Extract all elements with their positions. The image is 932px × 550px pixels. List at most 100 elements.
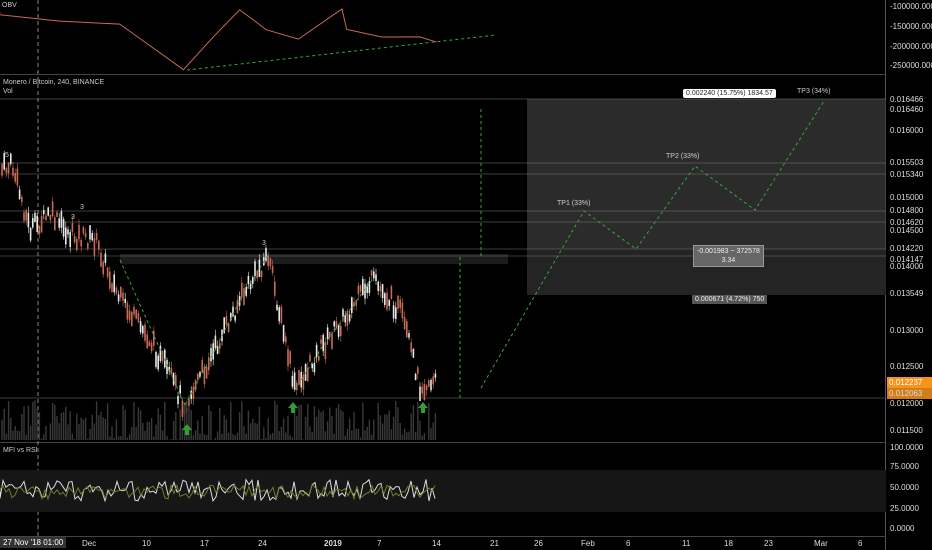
candle: [84, 232, 87, 238]
candle: [412, 348, 415, 358]
volume-bar: [12, 430, 14, 440]
volume-bar: [177, 439, 179, 440]
candle: [397, 295, 399, 309]
volume-bar: [373, 419, 375, 440]
volume-bar: [32, 401, 34, 440]
candle: [67, 229, 69, 235]
candle: [197, 373, 199, 381]
volume-bar: [256, 423, 258, 440]
candle: [331, 333, 333, 349]
mfi-label: MFI vs RSI: [3, 447, 38, 454]
candle: [137, 313, 140, 322]
volume-bar: [432, 422, 434, 440]
candle: [249, 283, 252, 290]
volume-bar: [412, 404, 415, 440]
volume-bar: [208, 405, 210, 440]
candle: [247, 275, 250, 285]
wave-path: [119, 259, 186, 406]
candle: [370, 270, 373, 276]
volume-bar: [285, 432, 287, 440]
volume-bar: [249, 423, 252, 440]
candle: [368, 281, 371, 294]
target-box[interactable]: 0.002240 (15.75%) 1834.57: [683, 89, 776, 98]
wave-label: 5: [5, 152, 9, 159]
candle: [406, 321, 408, 338]
volume-bar: [80, 417, 82, 440]
volume-bar: [307, 403, 309, 440]
volume-bar: [406, 432, 408, 440]
volume-bar: [368, 419, 371, 440]
tp2-label: TP2 (33%): [666, 153, 700, 160]
time-tick: 26: [534, 539, 543, 548]
candle: [324, 341, 327, 360]
volume-bar: [377, 402, 379, 440]
volume-bar: [126, 437, 129, 440]
volume-bar: [337, 404, 340, 440]
candle: [109, 271, 111, 289]
volume-bar: [131, 426, 133, 440]
top-tick: -150000.0000: [890, 22, 932, 31]
time-tick: 7: [377, 539, 382, 548]
lower-box[interactable]: 0.000671 (4.72%) 750: [692, 295, 768, 304]
volume-bar: [252, 418, 254, 440]
volume-bar: [120, 436, 122, 440]
candle: [148, 341, 151, 347]
candle: [131, 312, 133, 326]
volume-bar: [84, 417, 87, 440]
volume-bar: [408, 431, 410, 440]
candle: [414, 373, 417, 381]
candle: [230, 312, 232, 321]
volume-bar: [247, 410, 250, 440]
volume-bar: [78, 424, 80, 440]
volume-bar: [172, 421, 175, 440]
pane-separator: [0, 536, 886, 537]
price-tick: 0.014147: [890, 255, 924, 264]
volume-bar: [98, 415, 100, 440]
candle: [296, 382, 298, 390]
time-tick: 18: [724, 539, 733, 548]
mfi-tick: 0.0000: [890, 524, 915, 533]
volume-bar: [333, 433, 335, 440]
volume-bar: [423, 433, 426, 440]
candle: [395, 307, 397, 319]
volume-bar: [29, 425, 32, 440]
price-tick: 0.014800: [890, 206, 924, 215]
volume-bar: [197, 420, 199, 440]
candle: [179, 385, 181, 394]
candle: [175, 375, 177, 387]
price-tick: 0.013000: [890, 326, 924, 335]
volume-bar: [102, 417, 104, 440]
volume-bar: [199, 433, 201, 440]
price-tick: 0.014500: [890, 226, 924, 235]
volume-bar: [49, 423, 52, 440]
candle: [135, 309, 137, 319]
stop-box[interactable]: -0.001983 ~ 372578 3.34: [693, 245, 764, 267]
volume-bar: [219, 407, 221, 440]
price-tick: 0.015000: [890, 193, 924, 202]
volume-bar: [144, 431, 146, 440]
candle: [194, 379, 197, 391]
volume-bar: [91, 414, 93, 440]
volume-bar: [340, 409, 342, 440]
volume-bar: [45, 425, 47, 440]
candle: [205, 367, 208, 379]
candle: [159, 345, 162, 361]
obv-trendline: [186, 34, 497, 71]
price-tick: 0.012500: [890, 362, 924, 371]
candle: [342, 309, 344, 317]
volume-bar: [386, 414, 388, 440]
mfi-band: [0, 470, 886, 512]
candle: [289, 351, 291, 364]
candle: [34, 212, 36, 222]
volume-bar: [117, 436, 120, 440]
chart-canvas[interactable]: [0, 0, 886, 550]
volume-bar: [274, 400, 276, 440]
candle: [80, 239, 82, 247]
volume-bar: [348, 418, 351, 440]
volume-bar: [56, 415, 58, 440]
mfi-tick: 75.0000: [890, 462, 919, 471]
stop-box-line1: -0.001983 ~ 372578: [697, 248, 760, 255]
volume-bar: [304, 416, 307, 440]
wave-path: [184, 254, 269, 406]
candle: [419, 386, 421, 402]
